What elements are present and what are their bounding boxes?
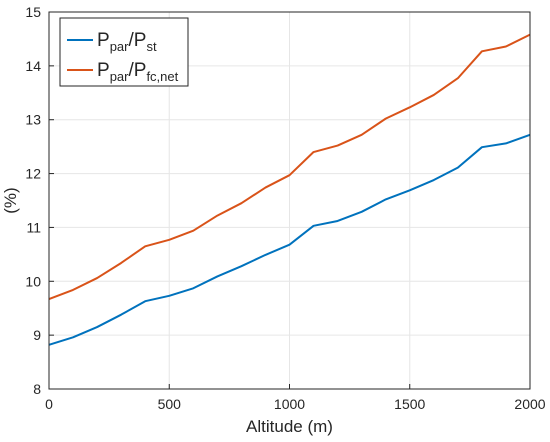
legend-text-part: par (110, 39, 129, 54)
legend-text-part: par (110, 69, 129, 84)
x-axis-label: Altitude (m) (246, 417, 333, 436)
legend-entry-1: Ppar/Pfc,net (97, 60, 179, 84)
legend-text-part: P (97, 30, 110, 51)
legend-entry-0: Ppar/Pst (97, 30, 157, 54)
x-tick-label: 1500 (394, 396, 425, 412)
legend-text-part: fc,net (146, 69, 178, 84)
legend-box (59, 17, 189, 87)
legend-text-part: P (97, 60, 110, 81)
x-tick-label: 0 (45, 396, 53, 412)
y-tick-label: 15 (25, 4, 41, 20)
y-axis-label: (%) (1, 187, 20, 213)
x-tick-label: 2000 (514, 396, 545, 412)
y-tick-label: 10 (25, 273, 41, 289)
y-tick-label: 14 (25, 58, 41, 74)
x-tick-label: 500 (158, 396, 182, 412)
legend-text-part: st (146, 39, 157, 54)
y-tick-label: 13 (25, 112, 41, 128)
y-tick-label: 9 (33, 327, 41, 343)
legend-text-part: /P (128, 60, 146, 81)
series-line-0 (48, 133, 531, 346)
y-tick-label: 8 (33, 381, 41, 397)
legend-text-part: /P (128, 30, 146, 51)
series-line-1 (48, 33, 531, 300)
axis-ticks: 0 500 1000 1500 2000 8 9 10 11 12 13 14 15 (25, 4, 545, 412)
series-layer (48, 33, 531, 346)
y-tick-label: 12 (25, 166, 41, 182)
x-tick-label: 1000 (274, 396, 305, 412)
y-tick-label: 11 (26, 219, 41, 235)
